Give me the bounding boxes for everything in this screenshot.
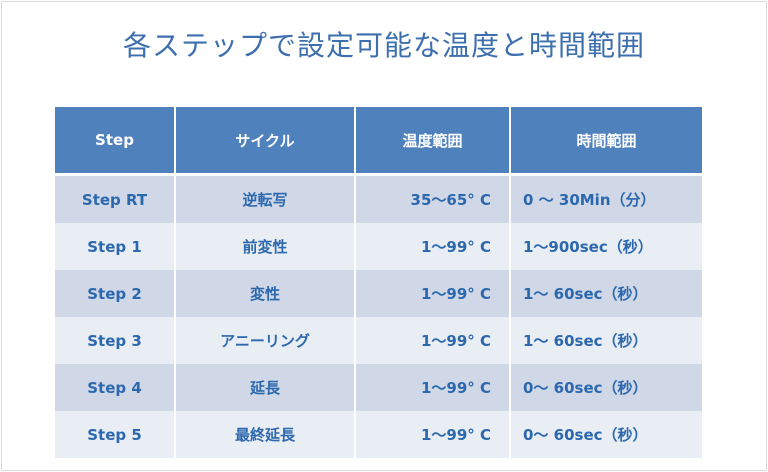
settings-table: Step サイクル 温度範囲 時間範囲 Step RT 逆転写 35～65° C 0 … — [55, 107, 702, 458]
temperature-cell: 1～99° C — [355, 270, 511, 317]
time-cell: 1～900sec（秒） — [523, 238, 653, 256]
table-row: Step 1 前変性 1～99° C 1～900sec（秒） — [55, 223, 702, 270]
time-cell: 1～ 60sec（秒） — [523, 285, 648, 303]
temperature-cell: 1～99° C — [355, 364, 511, 411]
step-cell: Step 4 — [55, 364, 176, 411]
temperature-cell: 1～99° C — [355, 317, 511, 364]
time-cell: 0～ 60sec（秒） — [523, 379, 648, 397]
table-row: Step RT 逆転写 35～65° C 0 ～ 30Min（分） — [55, 174, 702, 223]
slide-title: 各ステップで設定可能な温度と時間範囲 — [122, 29, 645, 62]
cycle-cell: 延長 — [175, 364, 356, 411]
time-cell: 1～ 60sec（秒） — [523, 332, 648, 350]
step-cell: Step 2 — [55, 270, 176, 317]
cycle-cell: 最終延長 — [175, 411, 356, 458]
table-row: Step 5 最終延長 1～99° C 0～ 60sec（秒） — [55, 411, 702, 458]
cycle-cell: 変性 — [175, 270, 356, 317]
step-cell: Step 3 — [55, 317, 176, 364]
cycle-cell: 前変性 — [175, 223, 356, 270]
step-cell: Step RT — [55, 174, 176, 223]
cycle-cell: アニーリング — [175, 317, 356, 364]
temperature-cell: 1～99° C — [355, 223, 511, 270]
time-cell: 0 ～ 30Min（分） — [523, 191, 656, 209]
header-cycle: サイクル — [175, 107, 356, 175]
header-step: Step — [55, 107, 176, 175]
step-cell: Step 5 — [55, 411, 176, 458]
header-time-range: 時間範囲 — [510, 107, 702, 175]
header-temperature-range: 温度範囲 — [355, 107, 511, 175]
temperature-cell: 1～99° C — [355, 411, 511, 458]
temperature-cell: 35～65° C — [355, 174, 511, 223]
table-header-row: Step サイクル 温度範囲 時間範囲 — [55, 107, 702, 175]
time-cell: 0～ 60sec（秒） — [523, 426, 648, 444]
table-row: Step 4 延長 1～99° C 0～ 60sec（秒） — [55, 364, 702, 411]
table-row: Step 2 変性 1～99° C 1～ 60sec（秒） — [55, 270, 702, 317]
table-row: Step 3 アニーリング 1～99° C 1～ 60sec（秒） — [55, 317, 702, 364]
cycle-cell: 逆転写 — [175, 174, 356, 223]
step-cell: Step 1 — [55, 223, 176, 270]
